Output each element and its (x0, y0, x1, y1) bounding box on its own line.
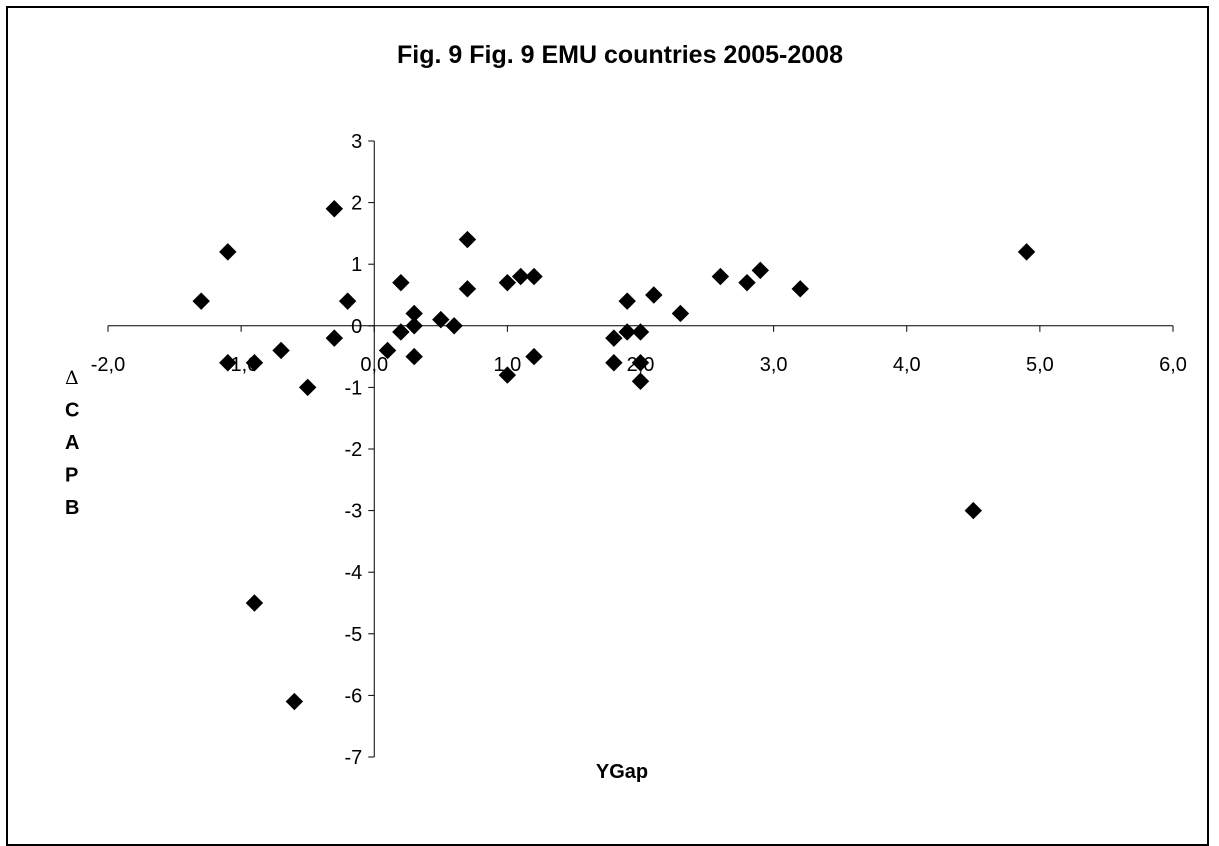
chart-frame (6, 6, 1209, 846)
data-point (298, 378, 317, 397)
data-point (392, 273, 410, 292)
y-tick-label: -5 (344, 624, 362, 646)
y-tick-label: -3 (344, 501, 362, 523)
data-point (498, 366, 517, 384)
data-point (511, 267, 530, 286)
x-tick-label: 5,0 (1026, 354, 1054, 376)
data-point (458, 230, 477, 249)
data-point (325, 200, 344, 218)
y-tick-label: -6 (344, 685, 362, 707)
y-tick-label: -4 (344, 562, 362, 584)
data-point (631, 354, 650, 372)
data-point (285, 692, 304, 711)
y-axis-label-char: P (65, 465, 78, 487)
data-point (605, 329, 623, 347)
tick-labels: -2,0-1,00,01,02,03,04,05,06,03210-1-2-3-… (91, 131, 1187, 769)
y-axis-label-char: A (65, 432, 79, 454)
y-tick-label: 3 (351, 131, 362, 153)
data-point (791, 280, 809, 298)
data-point (631, 323, 650, 341)
data-point (325, 329, 344, 347)
data-point (272, 341, 290, 360)
data-point (525, 347, 543, 366)
data-point (458, 280, 477, 298)
data-point (738, 273, 756, 292)
data-point (432, 310, 450, 329)
data-point (338, 292, 357, 310)
data-point (525, 267, 543, 286)
x-axis-title: YGap (596, 761, 648, 783)
data-point (445, 317, 463, 335)
data-point (392, 323, 410, 341)
data-point (405, 347, 423, 366)
data-point (964, 501, 983, 520)
x-tick-label: 1,0 (493, 354, 521, 376)
chart-title: Fig. 9 Fig. 9 EMU countries 2005-2008 (397, 41, 843, 69)
y-tick-label: -7 (344, 747, 362, 769)
data-point (711, 267, 730, 286)
data-point (618, 292, 636, 310)
data-point (378, 341, 397, 360)
data-point (605, 354, 623, 372)
data-point (631, 372, 650, 390)
data-point (219, 354, 237, 372)
data-point (219, 243, 237, 261)
data-point (245, 594, 264, 612)
data-point (645, 286, 663, 304)
data-point (1017, 243, 1036, 261)
x-tick-label: 0,0 (360, 354, 388, 376)
y-tick-label: 1 (351, 254, 362, 276)
x-tick-label: -2,0 (91, 354, 125, 376)
y-tick-label: 0 (351, 316, 362, 338)
data-point (618, 323, 636, 341)
data-point (671, 304, 690, 323)
data-point (245, 354, 264, 372)
data-point (498, 273, 517, 292)
y-tick-label: 2 (351, 193, 362, 215)
y-tick-label: -1 (344, 377, 362, 399)
x-tick-label: 3,0 (760, 354, 788, 376)
y-axis-label-char: C (65, 400, 79, 422)
x-tick-label: 4,0 (893, 354, 921, 376)
axes (107, 140, 1174, 758)
data-point (192, 292, 210, 310)
y-axis-label-char: Δ (65, 367, 79, 389)
y-axis-label-char: B (65, 497, 79, 519)
data-points (192, 200, 1036, 711)
data-point (751, 261, 770, 280)
x-tick-label: 6,0 (1159, 354, 1187, 376)
y-tick-label: -2 (344, 439, 362, 461)
data-point (405, 317, 423, 335)
